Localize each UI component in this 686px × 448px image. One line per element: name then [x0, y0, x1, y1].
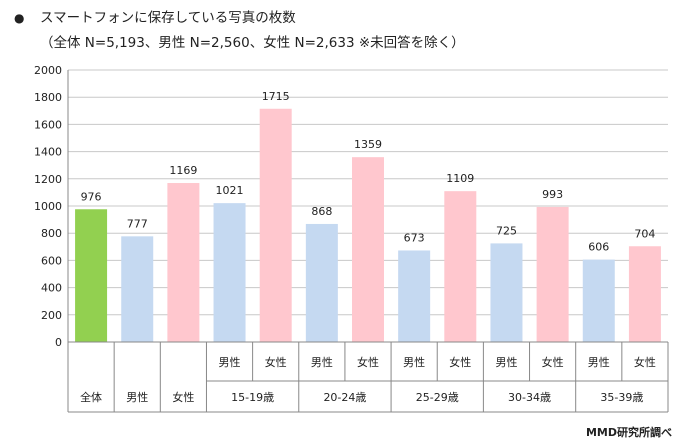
x-sub-label: 女性	[265, 355, 287, 369]
x-group-label: 15-19歳	[231, 391, 274, 404]
data-label: 673	[404, 231, 425, 244]
bar	[398, 250, 431, 342]
bar	[75, 209, 108, 342]
bar	[121, 236, 154, 342]
x-sub-label: 女性	[449, 355, 471, 369]
chart-title: ● スマートフォンに保存している写真の枚数	[14, 6, 296, 26]
data-label: 1169	[169, 164, 197, 177]
bar	[536, 206, 569, 342]
x-group-label: 25-29歳	[416, 391, 459, 404]
x-group-label: 20-24歳	[323, 391, 366, 404]
x-sub-label: 男性	[495, 355, 517, 369]
chart-subtitle: （全体 N=5,193、男性 N=2,560、女性 N=2,633 ※未回答を除…	[40, 35, 465, 51]
y-tick-label: 1400	[34, 146, 62, 159]
bar	[352, 157, 384, 342]
x-sub-label: 女性	[542, 355, 564, 369]
bar	[167, 183, 200, 342]
data-label: 868	[311, 205, 332, 218]
x-sub-label: 男性	[403, 355, 425, 369]
x-sub-label: 男性	[219, 355, 241, 369]
x-category-label: 男性	[126, 390, 148, 404]
x-category-label: 全体	[80, 390, 102, 404]
data-label: 1715	[262, 90, 290, 103]
y-tick-label: 600	[41, 254, 62, 267]
bar	[582, 259, 615, 342]
x-category-label: 女性	[172, 390, 194, 404]
y-tick-label: 2000	[34, 64, 62, 77]
bar	[490, 243, 523, 342]
data-label: 993	[542, 188, 563, 201]
y-tick-label: 1000	[34, 200, 62, 213]
x-sub-label: 男性	[588, 355, 610, 369]
bullet-icon: ●	[14, 11, 25, 25]
data-label: 606	[588, 241, 609, 254]
y-tick-label: 400	[41, 282, 62, 295]
data-label: 976	[81, 190, 102, 203]
x-group-label: 35-39歳	[600, 391, 643, 404]
bar	[628, 246, 661, 342]
y-tick-label: 200	[41, 309, 62, 322]
data-label: 725	[496, 224, 517, 237]
x-group-label: 30-34歳	[508, 391, 551, 404]
x-sub-label: 女性	[634, 355, 656, 369]
data-label: 1359	[354, 138, 382, 151]
bar	[444, 191, 477, 342]
y-tick-label: 1800	[34, 91, 62, 104]
bar	[259, 108, 292, 342]
y-tick-label: 0	[55, 336, 62, 349]
data-label: 1021	[216, 184, 244, 197]
y-tick-label: 1200	[34, 173, 62, 186]
data-label: 777	[127, 217, 148, 230]
data-label: 1109	[446, 172, 474, 185]
data-label: 704	[634, 227, 655, 240]
chart-title-text: スマートフォンに保存している写真の枚数	[40, 10, 296, 26]
x-sub-label: 女性	[357, 355, 379, 369]
bar	[213, 203, 246, 342]
y-tick-label: 800	[41, 227, 62, 240]
source-note: MMD研究所調べ	[585, 426, 672, 439]
y-tick-label: 1600	[34, 118, 62, 131]
bar	[305, 223, 338, 342]
x-sub-label: 男性	[311, 355, 333, 369]
